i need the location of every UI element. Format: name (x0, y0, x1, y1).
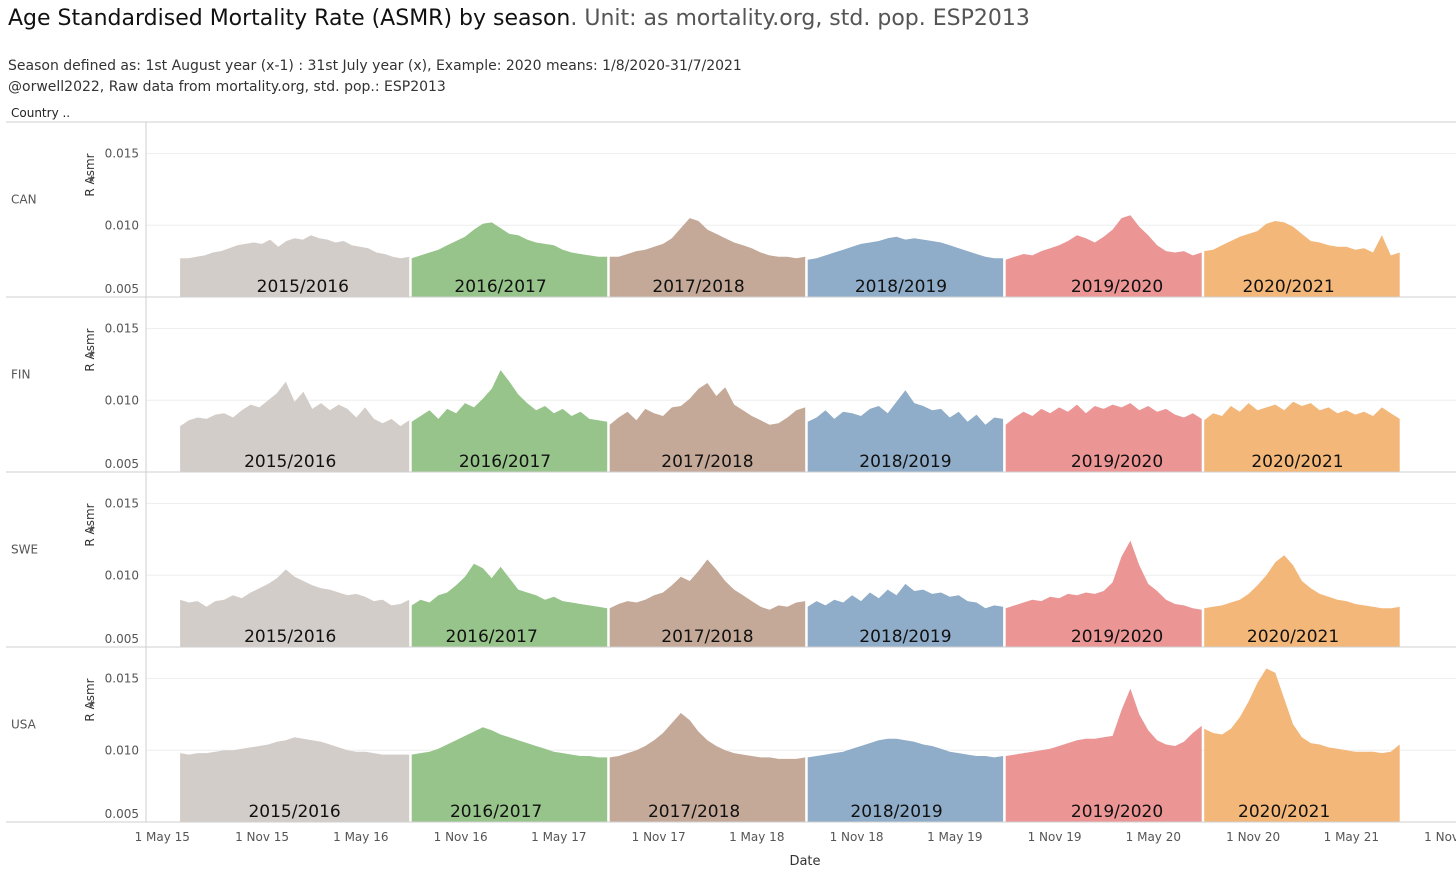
area-usa-2017-2018 (609, 713, 806, 822)
season-label: 2017/2018 (661, 627, 753, 647)
title-main: Age Standardised Mortality Rate (ASMR) b… (8, 6, 571, 31)
season-label: 2015/2016 (244, 627, 336, 647)
area-fin-2019-2020 (1005, 403, 1202, 472)
country-label: FIN (11, 368, 30, 382)
y-axis-title: R Asmr (83, 328, 97, 371)
season-label: 2018/2019 (855, 277, 947, 297)
area-swe-2020-2021 (1204, 555, 1400, 647)
area-swe-2015-2016 (180, 569, 410, 647)
season-label: 2016/2017 (450, 802, 542, 822)
y-tick-label: 0.010 (105, 218, 139, 232)
y-axis-title: R Asmr (83, 153, 97, 196)
area-swe-2018-2019 (807, 583, 1004, 647)
area-swe-2019-2020 (1005, 540, 1202, 647)
season-label: 2019/2020 (1071, 802, 1163, 822)
x-tick-label: 1 May 16 (333, 830, 388, 844)
x-tick-label: 1 Nov 16 (434, 830, 488, 844)
x-tick-label: 1 Nov 18 (830, 830, 884, 844)
panel-swe: SWE R Asmr★ 0.005 0.010 0.015 2015/2016 2016/2… (6, 472, 1456, 648)
y-axis-title: R Asmr (83, 503, 97, 546)
y-tick-label: 0.015 (105, 322, 139, 336)
row-header: Country .. (11, 106, 70, 120)
area-usa-2019-2020 (1005, 688, 1202, 822)
area-swe-2016-2017 (411, 563, 608, 647)
pin-icon: ★ (87, 174, 96, 185)
y-tick-label: 0.015 (105, 497, 139, 511)
x-tick-label: 1 May 19 (927, 830, 982, 844)
y-tick-label: 0.015 (105, 672, 139, 686)
y-tick-label: 0.015 (105, 147, 139, 161)
season-label: 2018/2019 (859, 627, 951, 647)
panel-fin: FIN R Asmr★ 0.005 0.010 0.015 2015/2016 2016/2… (6, 297, 1456, 473)
area-can-2018-2019 (807, 236, 1004, 297)
area-can-2015-2016 (180, 235, 410, 297)
area-usa-2015-2016 (180, 737, 410, 822)
area-usa-2016-2017 (411, 727, 608, 822)
area-usa-2020-2021 (1204, 668, 1400, 822)
season-definition: Season defined as: 1st August year (x-1)… (8, 58, 742, 74)
x-tick-label: 1 May 20 (1126, 830, 1181, 844)
area-fin-2015-2016 (180, 381, 410, 472)
area-can-2019-2020 (1005, 215, 1202, 297)
season-label: 2017/2018 (648, 802, 740, 822)
season-label: 2018/2019 (850, 802, 942, 822)
season-label: 2020/2021 (1247, 627, 1339, 647)
area-fin-2016-2017 (411, 370, 608, 472)
x-tick-label: 1 Nov 17 (632, 830, 686, 844)
season-label: 2020/2021 (1238, 802, 1330, 822)
panel-can: CAN R Asmr★ 0.005 0.010 0.015 2015/2016 2016/2… (6, 122, 1456, 298)
y-tick-label: 0.005 (105, 807, 139, 821)
area-swe-2017-2018 (609, 559, 806, 647)
area-can-2017-2018 (609, 218, 806, 297)
season-label: 2016/2017 (454, 277, 546, 297)
x-tick-label: 1 Nov 20 (1226, 830, 1280, 844)
y-tick-label: 0.010 (105, 393, 139, 407)
season-label: 2016/2017 (446, 627, 538, 647)
panel-usa: USA R Asmr★ 0.005 0.010 0.015 2015/2016 2016/2… (6, 647, 1456, 823)
season-label: 2015/2016 (248, 802, 340, 822)
title-unit: . Unit: as mortality.org, std. pop. ESP2… (570, 6, 1030, 31)
credit-line: @orwell2022, Raw data from mortality.org… (8, 79, 446, 95)
x-tick-label: 1 Nov 19 (1028, 830, 1082, 844)
chart-title: Age Standardised Mortality Rate (ASMR) b… (8, 6, 1030, 31)
season-label: 2020/2021 (1251, 452, 1343, 472)
area-fin-2018-2019 (807, 390, 1004, 472)
y-axis-title: R Asmr (83, 678, 97, 721)
season-label: 2018/2019 (859, 452, 951, 472)
pin-icon: ★ (87, 524, 96, 535)
season-label: 2019/2020 (1071, 277, 1163, 297)
y-tick-label: 0.010 (105, 743, 139, 757)
x-tick-label: 1 Nov 15 (235, 830, 289, 844)
season-label: 2015/2016 (257, 277, 349, 297)
season-label: 2016/2017 (459, 452, 551, 472)
x-tick-label: 1 May 17 (531, 830, 586, 844)
y-tick-label: 0.010 (105, 568, 139, 582)
season-label: 2017/2018 (652, 277, 744, 297)
area-fin-2020-2021 (1204, 401, 1400, 472)
country-label: CAN (11, 193, 37, 207)
x-tick-label: 1 May 15 (135, 830, 190, 844)
x-tick-label: 1 Nov 21 (1424, 830, 1456, 844)
country-label: USA (11, 718, 37, 732)
y-tick-label: 0.005 (105, 632, 139, 646)
x-tick-label: 1 May 21 (1324, 830, 1379, 844)
season-label: 2015/2016 (244, 452, 336, 472)
x-tick-label: 1 May 18 (729, 830, 784, 844)
season-label: 2020/2021 (1242, 277, 1334, 297)
season-label: 2019/2020 (1071, 452, 1163, 472)
country-label: SWE (11, 543, 38, 557)
season-label: 2019/2020 (1071, 627, 1163, 647)
y-tick-label: 0.005 (105, 282, 139, 296)
area-can-2016-2017 (411, 222, 608, 297)
y-tick-label: 0.005 (105, 457, 139, 471)
pin-icon: ★ (87, 699, 96, 710)
area-usa-2018-2019 (807, 738, 1004, 822)
pin-icon: ★ (87, 349, 96, 360)
season-label: 2017/2018 (661, 452, 753, 472)
area-fin-2017-2018 (609, 383, 806, 472)
x-axis-title: Date (789, 854, 820, 869)
area-can-2020-2021 (1204, 221, 1400, 297)
